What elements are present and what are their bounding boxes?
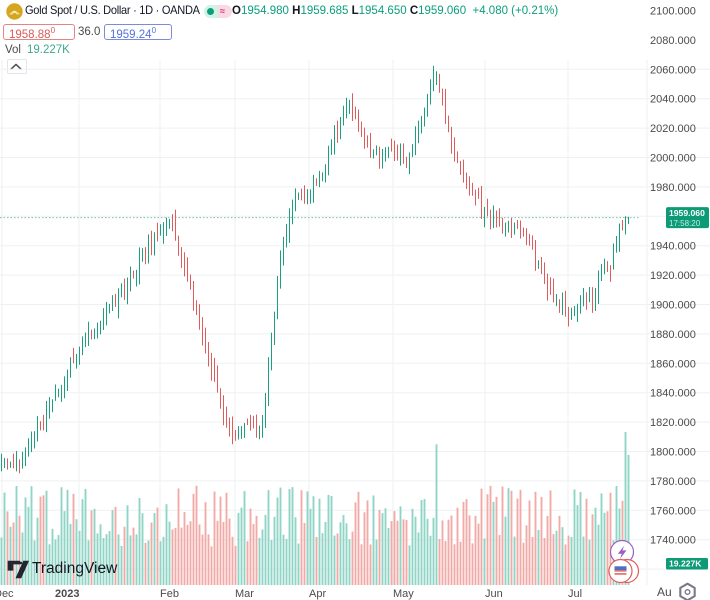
svg-text:1959.060: 1959.060 [669,208,705,218]
svg-text:1920.000: 1920.000 [650,270,696,282]
svg-text:Jul: Jul [568,588,582,600]
svg-text:1900.000: 1900.000 [650,300,696,312]
svg-text:1860.000: 1860.000 [650,358,696,370]
svg-text:2100.000: 2100.000 [650,6,696,18]
svg-text:1800.000: 1800.000 [650,447,696,459]
svg-text:2080.000: 2080.000 [650,35,696,47]
svg-text:19.227K: 19.227K [669,559,702,569]
svg-text:TradingView: TradingView [32,560,118,577]
svg-text:1880.000: 1880.000 [650,329,696,341]
svg-text:Apr: Apr [309,588,326,600]
svg-text:1840.000: 1840.000 [650,388,696,400]
svg-text:Mar: Mar [235,588,254,600]
svg-text:2023: 2023 [55,588,79,600]
svg-text:2060.000: 2060.000 [650,64,696,76]
svg-text:Jun: Jun [485,588,503,600]
svg-text:Au: Au [657,585,672,599]
svg-text:17:58:20: 17:58:20 [669,219,701,228]
svg-text:1740.000: 1740.000 [650,535,696,547]
svg-text:1940.000: 1940.000 [650,241,696,253]
svg-text:1820.000: 1820.000 [650,417,696,429]
svg-text:1760.000: 1760.000 [650,505,696,517]
svg-text:2040.000: 2040.000 [650,94,696,106]
svg-text:May: May [393,588,414,600]
svg-text:1780.000: 1780.000 [650,476,696,488]
svg-text:Feb: Feb [160,588,179,600]
svg-text:1980.000: 1980.000 [650,182,696,194]
svg-text:Dec: Dec [0,588,14,600]
svg-text:2020.000: 2020.000 [650,123,696,135]
svg-text:2000.000: 2000.000 [650,153,696,165]
